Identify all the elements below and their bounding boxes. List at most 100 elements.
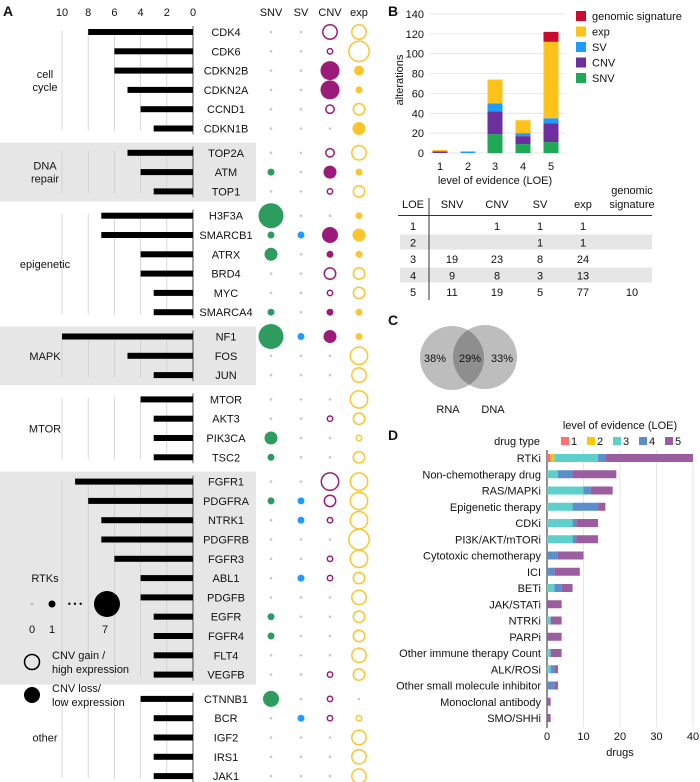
exp-dot bbox=[352, 668, 366, 682]
bar-segment-genomic-signature bbox=[543, 31, 559, 42]
legend-label: 5 bbox=[675, 436, 681, 448]
legend-label: 4 bbox=[649, 436, 655, 448]
bar-segment-loe-1 bbox=[547, 454, 551, 462]
category-label: NTRKi bbox=[509, 616, 541, 628]
zero-dot bbox=[269, 127, 273, 130]
gene-label: PIK3CA bbox=[206, 433, 246, 445]
cnv-dot bbox=[326, 516, 334, 524]
zero-dot bbox=[269, 654, 273, 657]
bar-segment-loe-3 bbox=[547, 616, 551, 625]
bar-segment-loe-4 bbox=[572, 519, 577, 527]
gene-label: NTRK1 bbox=[208, 515, 244, 527]
zero-dot bbox=[299, 538, 303, 541]
group-label: epigenetic bbox=[20, 259, 71, 271]
legend-size-7-dot bbox=[94, 591, 120, 617]
snv-dot bbox=[258, 324, 284, 349]
sv-dot bbox=[297, 714, 305, 722]
cnv-dot bbox=[326, 250, 334, 258]
table-cell: 8 bbox=[537, 254, 543, 266]
exp-dot bbox=[351, 589, 367, 606]
zero-dot bbox=[299, 557, 303, 561]
legend-swatch bbox=[576, 42, 586, 52]
table-cell: 1 bbox=[537, 238, 543, 250]
legend-label: SNV bbox=[592, 73, 615, 85]
category-label: ALK/ROSi bbox=[491, 664, 541, 676]
bar-segment-loe-5 bbox=[557, 551, 584, 560]
table-cell: 8 bbox=[494, 271, 500, 283]
x-tick-label: 1 bbox=[437, 161, 443, 173]
cnv-dot bbox=[320, 472, 340, 492]
zero-dot bbox=[269, 576, 273, 580]
legend-swatch bbox=[665, 437, 673, 445]
count-bar bbox=[153, 734, 193, 741]
zero-dot bbox=[328, 354, 332, 358]
category-label: CDKi bbox=[515, 518, 541, 530]
y-tick-label: 40 bbox=[412, 108, 424, 120]
panel-label-a: A bbox=[3, 3, 13, 19]
gene-label: FOS bbox=[215, 351, 238, 363]
cnv-dot bbox=[326, 671, 334, 679]
table-cell: 9 bbox=[449, 271, 455, 283]
zero-dot bbox=[269, 373, 273, 377]
count-bar bbox=[153, 125, 193, 132]
count-bar bbox=[153, 715, 193, 722]
gene-label: IGF2 bbox=[214, 733, 238, 745]
gene-label: FGFR1 bbox=[208, 477, 244, 489]
exp-dot bbox=[348, 528, 370, 551]
exp-dot bbox=[352, 412, 366, 426]
zero-dot bbox=[299, 456, 303, 459]
bar-segment-loe-4 bbox=[557, 470, 573, 479]
count-bar bbox=[153, 289, 193, 296]
exp-dot bbox=[349, 472, 369, 492]
gene-label: CDK4 bbox=[211, 27, 240, 39]
group-label: RTKs bbox=[31, 573, 59, 585]
zero-dot bbox=[357, 697, 361, 701]
cnv-dot bbox=[323, 267, 337, 281]
snv-dot bbox=[267, 168, 275, 176]
zero-dot bbox=[299, 69, 303, 72]
cnv-dot bbox=[326, 415, 334, 423]
legend-size-0-dot bbox=[30, 602, 34, 606]
zero-dot bbox=[328, 436, 332, 440]
legend-swatch bbox=[613, 437, 621, 445]
gene-label: ATRX bbox=[212, 249, 241, 261]
zero-dot bbox=[328, 634, 332, 638]
x-axis-label: level of evidence (LOE) bbox=[438, 175, 552, 187]
category-label: JAK/STATi bbox=[489, 599, 541, 611]
sv-dot bbox=[297, 231, 305, 239]
count-bar bbox=[101, 212, 193, 219]
zero-dot bbox=[269, 88, 273, 92]
x-tick-label: 4 bbox=[520, 161, 526, 173]
zero-dot bbox=[299, 170, 303, 174]
exp-dot bbox=[355, 434, 363, 442]
zero-dot bbox=[299, 654, 303, 657]
zero-dot bbox=[328, 127, 332, 130]
count-bar bbox=[114, 67, 193, 74]
gene-label: JUN bbox=[215, 370, 236, 382]
count-bar bbox=[114, 555, 193, 562]
exp-dot bbox=[355, 714, 363, 722]
legend-gain-label: CNV gain / bbox=[52, 650, 106, 662]
table-cell: 13 bbox=[577, 271, 589, 283]
exp-dot bbox=[351, 24, 367, 40]
exp-dot bbox=[355, 333, 363, 340]
legend-label: SV bbox=[592, 42, 607, 54]
count-bar bbox=[88, 29, 193, 35]
legend-swatch bbox=[576, 57, 586, 68]
exp-dot bbox=[349, 510, 369, 530]
table-row-band bbox=[400, 267, 652, 283]
category-label: PI3K/AKT/mTORi bbox=[455, 534, 541, 546]
count-bar bbox=[153, 773, 193, 780]
zero-dot bbox=[328, 456, 332, 459]
gene-label: ABL1 bbox=[213, 573, 240, 585]
zero-dot bbox=[299, 291, 303, 295]
legend-swatch bbox=[576, 73, 586, 83]
exp-dot bbox=[354, 65, 364, 76]
legend-size-1-dot bbox=[48, 600, 56, 608]
gene-label: PDGFRB bbox=[203, 535, 249, 547]
table-cell: 1 bbox=[580, 238, 586, 250]
gene-label: TSC2 bbox=[212, 452, 240, 464]
gene-label: FGFR3 bbox=[208, 554, 244, 566]
column-header-sv: SV bbox=[294, 7, 309, 19]
zero-dot bbox=[269, 596, 273, 599]
